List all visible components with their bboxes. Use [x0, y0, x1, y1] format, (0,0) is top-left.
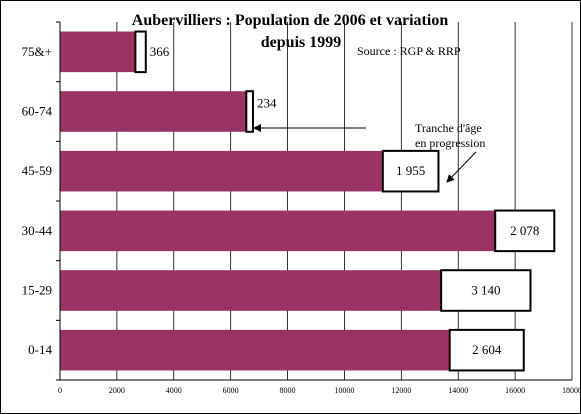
bar-variation: [134, 30, 147, 74]
data-label: 2 604: [472, 342, 502, 357]
annotation-arrow-45-59: [446, 151, 477, 183]
category-label: 75&+: [22, 44, 52, 59]
bar-population: [60, 210, 496, 252]
x-tick-label: 6000: [223, 386, 239, 395]
bar-variation: [245, 90, 254, 133]
category-label: 60-74: [22, 104, 53, 119]
x-tick-label: 18000: [562, 386, 581, 395]
x-tick-label: 14000: [448, 386, 468, 395]
data-labels: 366 234 1 955 2 078 3 140 2 604: [150, 44, 540, 357]
data-label: 366: [150, 44, 170, 59]
chart-source: Source : RGP & RRP: [357, 44, 461, 58]
category-label: 45-59: [22, 163, 52, 178]
x-tick-label: 16000: [505, 386, 525, 395]
bar-population: [60, 150, 383, 192]
data-label: 234: [257, 96, 277, 111]
bar-variation: [494, 209, 556, 253]
x-tick-label: 0: [58, 386, 62, 395]
annotation-line1: Tranche d'âge: [415, 121, 482, 135]
axes: 0 2000 4000 6000 8000 10000 12000 14000 16000 180…: [22, 21, 581, 395]
category-label: 15-29: [22, 283, 52, 298]
bars: [60, 30, 556, 372]
bar-population: [60, 31, 136, 73]
chart-title-line2: depuis 1999: [261, 34, 341, 51]
data-label: 3 140: [471, 283, 500, 298]
grid-lines: [116, 22, 573, 380]
annotation-line2: en progression: [415, 136, 485, 150]
x-tick-label: 8000: [280, 386, 296, 395]
x-tick-label: 4000: [166, 386, 182, 395]
bar-variation: [440, 269, 532, 312]
bar-variation: [448, 328, 525, 372]
bar-population: [60, 329, 450, 371]
bar-variation: [381, 149, 440, 193]
data-label: 2 078: [510, 223, 539, 238]
category-label: 30-44: [22, 223, 53, 238]
chart-title-line1: Aubervilliers : Population de 2006 et va…: [132, 12, 449, 29]
data-label: 1 955: [396, 163, 425, 178]
bar-population: [60, 91, 247, 132]
x-tick-label: 10000: [334, 386, 354, 395]
bar-population: [60, 270, 442, 311]
x-tick-label: 2000: [109, 386, 125, 395]
category-label: 0-14: [28, 342, 52, 357]
x-tick-label: 12000: [391, 386, 411, 395]
